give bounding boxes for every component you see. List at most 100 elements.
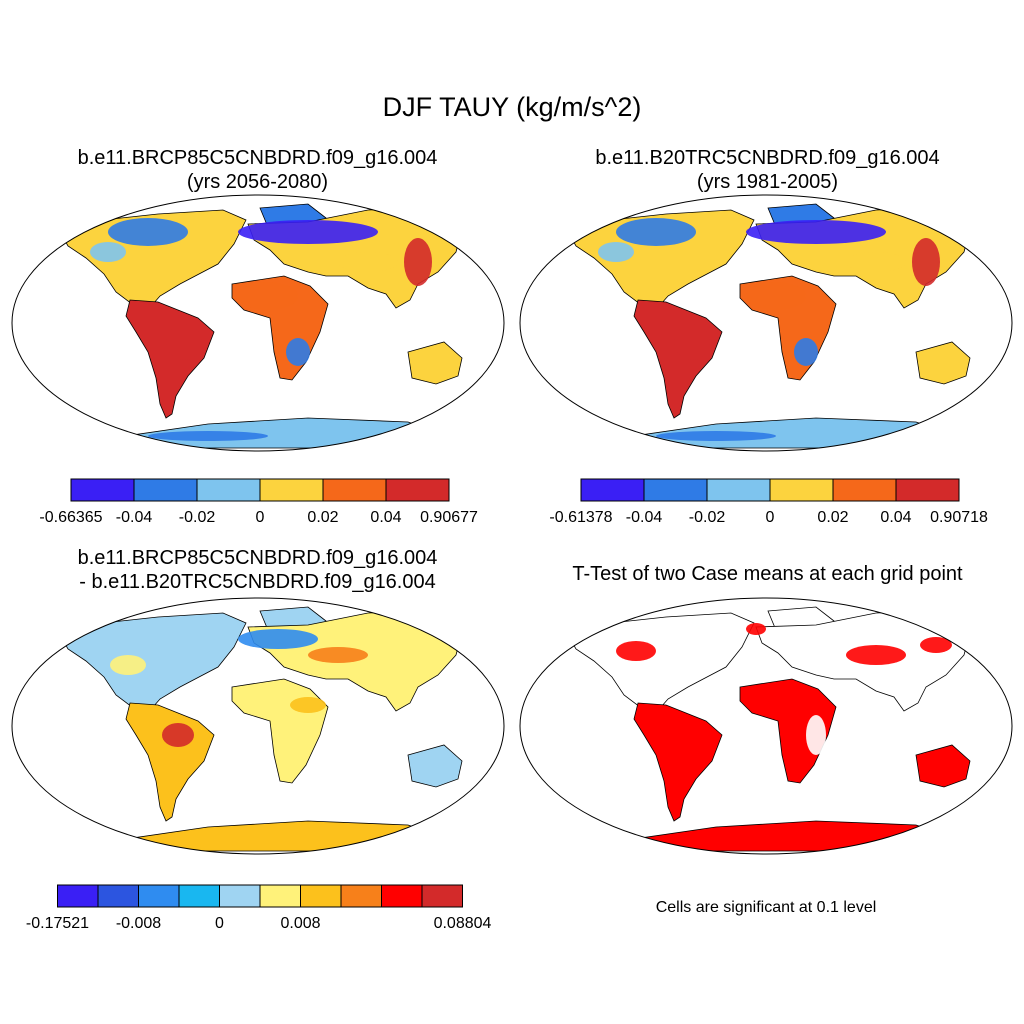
panel1-colorbar-swatch-4 [322,478,387,502]
panel1-colorbar-swatch-1 [133,478,198,502]
panel2-region-7 [846,252,906,272]
panel2-colorbar-label-3: 0 [766,509,775,526]
panel1-north-america [59,209,247,313]
panel1-region-5 [286,338,310,366]
panel4-region-3 [746,623,766,635]
panel1-colorbar-swatch-0 [70,478,135,502]
panel2-region-5 [794,338,818,366]
panel1-region-3 [166,324,202,360]
panel2-colorbar-swatch-1 [643,478,708,502]
panel2-colorbar: -0.61378 -0.04 -0.02 0 0.02 0.04 0.90718 [549,478,988,526]
panel3-region-3 [290,697,326,713]
panel3-colorbar-swatch-3 [178,884,220,908]
panel3-colorbar-swatch-9 [421,884,463,908]
panel3-colorbar-swatch-5 [259,884,301,908]
panel1-region-4 [404,238,432,286]
panel2-colorbar-label-5: 0.04 [880,509,911,526]
panel3-land [59,606,465,852]
panel1-colorbar-swatch-3 [259,478,324,502]
panel3-border [11,597,505,855]
panel3-title-line2: - b.e11.B20TRC5CNBDRD.f09_g16.004 [79,571,436,593]
significance-note: Cells are significant at 0.1 level [655,899,877,916]
panel1-colorbar: -0.66365 -0.04 -0.02 0 0.02 0.04 0.90677 [39,478,478,526]
panel1-border [11,194,505,452]
panel1-region-0 [238,220,378,244]
panel3-colorbar-swatch-6 [300,884,342,908]
panel3-colorbar-label-0: -0.17521 [26,915,89,932]
panel2-region-4 [912,238,940,286]
panel1-colorbar-label-4: 0.02 [307,509,338,526]
panel1-region-6 [90,242,126,262]
panel2-colorbar-label-4: 0.02 [817,509,848,526]
panel4-map [519,597,1013,855]
panel3-region-0 [238,629,318,649]
panel1-region-1 [108,218,188,246]
panel2-border [519,194,1013,452]
panel2-region-3 [674,324,710,360]
panel4-border [519,597,1013,855]
panel1-colorbar-swatch-5 [385,478,450,502]
panel1-colorbar-label-0: -0.66365 [39,509,102,526]
panel3-region-1 [308,647,368,663]
panel1-map [11,194,505,452]
panel2-colorbar-swatch-3 [769,478,834,502]
panel1-title-years: (yrs 2056-2080) [186,171,329,193]
panel3-title: b.e11.BRCP85C5CNBDRD.f09_g16.004 - b.e11… [5,546,510,594]
panel4-africa [739,678,837,784]
panel4-australia [915,744,971,788]
panel3-colorbar-swatch-8 [381,884,423,908]
panel3-colorbar-label-6: 0.008 [280,915,320,932]
panel2-colorbar-swatch-4 [832,478,897,502]
panel2-colorbar-swatch-0 [580,478,645,502]
panel4-region-4 [806,715,826,755]
panel2-north-america [567,209,755,313]
panel3-colorbar-label-2: -0.008 [116,915,161,932]
panel3-colorbar-label-10: 0.08804 [434,915,492,932]
panel2-colorbar-label-2: -0.02 [689,509,726,526]
panel2-region-2 [746,282,806,310]
panel1-colorbar-label-3: 0 [256,509,265,526]
panel3-colorbar-swatch-7 [340,884,382,908]
panel2-region-8 [656,431,776,441]
panel1-colorbar-label-5: 0.04 [370,509,401,526]
panel4-south-america [633,702,723,822]
panel3-colorbar: -0.17521 -0.008 0 0.008 0.08804 [26,884,492,932]
panel1-colorbar-swatch-2 [196,478,261,502]
panel1-australia [407,341,463,385]
panel3-title-line1: b.e11.BRCP85C5CNBDRD.f09_g16.004 [77,547,438,569]
panel1-title: b.e11.BRCP85C5CNBDRD.f09_g16.004 (yrs 20… [5,146,510,194]
panel3-colorbar-swatch-2 [138,884,180,908]
panel1-land [59,203,465,449]
panel2-region-6 [598,242,634,262]
panel3-colorbar-swatch-4 [219,884,261,908]
panel2-title-years: (yrs 1981-2005) [696,171,839,193]
panel2-colorbar-label-6: 0.90718 [930,509,988,526]
panel2-land [567,203,973,449]
panel3-colorbar-label-4: 0 [215,915,224,932]
panel2-colorbar-swatch-2 [706,478,771,502]
panel4-north-america [567,612,755,716]
panel3-north-america [59,612,247,716]
panel2-australia [915,341,971,385]
panel3-colorbar-swatch-1 [97,884,139,908]
panel1-colorbar-label-2: -0.02 [179,509,216,526]
panel2-colorbar-label-1: -0.04 [626,509,663,526]
panel2-region-1 [616,218,696,246]
panel1-region-7 [338,252,398,272]
panel3-region-4 [110,655,146,675]
panel4-region-2 [920,637,952,653]
panel2-colorbar-swatch-5 [895,478,960,502]
panel3-map [11,597,505,855]
panel4-title: T-Test of two Case means at each grid po… [572,563,963,585]
panel1-region-2 [238,282,298,310]
panel1-region-8 [148,431,268,441]
panel2-title-case: b.e11.B20TRC5CNBDRD.f09_g16.004 [595,147,940,169]
panel2-map [519,194,1013,452]
panel1-colorbar-label-1: -0.04 [116,509,153,526]
panel4-region-1 [846,645,906,665]
panel2-colorbar-label-0: -0.61378 [549,509,612,526]
panel1-title-case: b.e11.BRCP85C5CNBDRD.f09_g16.004 [77,147,438,169]
panel4-land [567,606,973,852]
panel1-colorbar-label-6: 0.90677 [420,509,478,526]
panel3-region-2 [162,723,194,747]
